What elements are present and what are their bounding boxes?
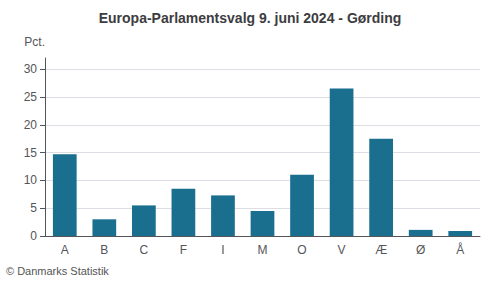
- svg-text:F: F: [180, 243, 187, 257]
- svg-text:B: B: [100, 243, 108, 257]
- svg-text:Æ: Æ: [375, 243, 387, 257]
- svg-text:I: I: [221, 243, 224, 257]
- svg-text:Europa-Parlamentsvalg 9. juni: Europa-Parlamentsvalg 9. juni 2024 - Gør…: [99, 10, 402, 26]
- svg-text:10: 10: [24, 173, 38, 187]
- svg-text:0: 0: [30, 229, 37, 243]
- svg-text:Pct.: Pct.: [24, 35, 45, 49]
- svg-text:Å: Å: [456, 242, 464, 257]
- svg-text:15: 15: [24, 146, 38, 160]
- svg-text:O: O: [297, 243, 306, 257]
- svg-text:30: 30: [24, 62, 38, 76]
- svg-text:25: 25: [24, 90, 38, 104]
- svg-text:20: 20: [24, 118, 38, 132]
- svg-text:C: C: [140, 243, 149, 257]
- svg-text:5: 5: [30, 201, 37, 215]
- svg-text:Ø: Ø: [416, 243, 425, 257]
- svg-text:© Danmarks Statistik: © Danmarks Statistik: [6, 265, 109, 277]
- svg-text:A: A: [61, 243, 69, 257]
- svg-text:M: M: [258, 243, 268, 257]
- svg-text:V: V: [338, 243, 346, 257]
